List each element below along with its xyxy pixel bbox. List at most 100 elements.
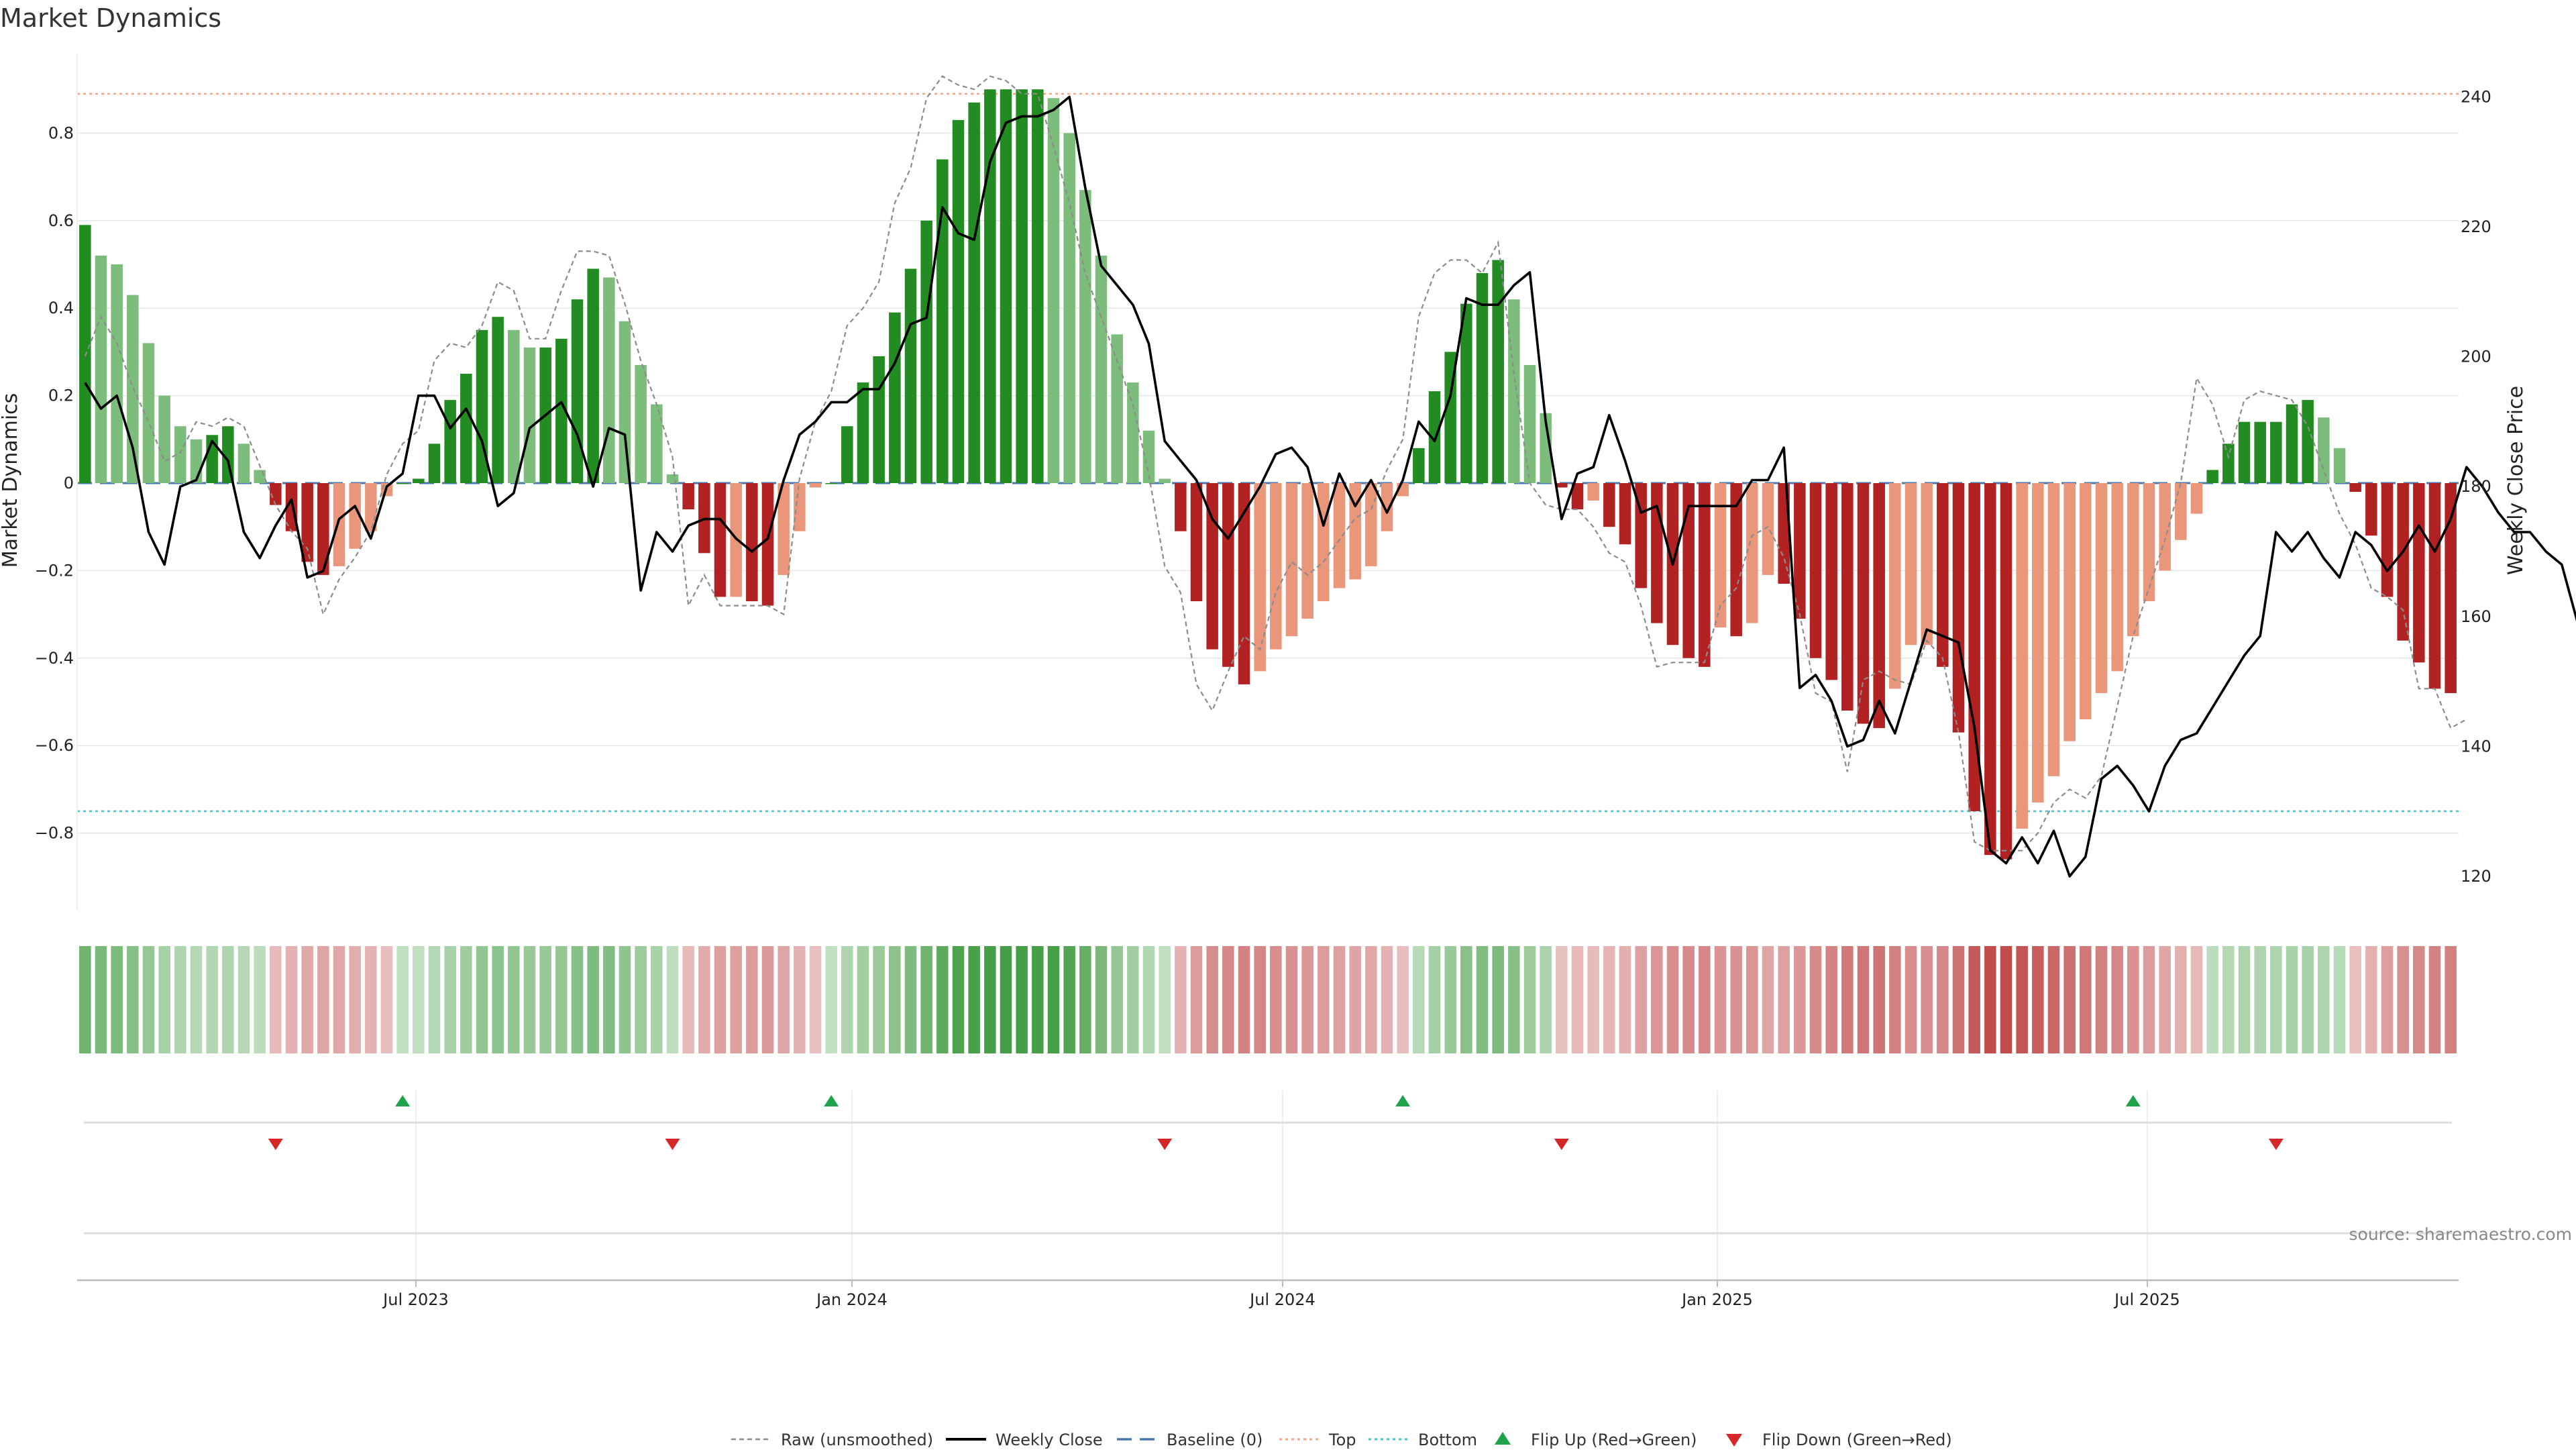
regime-cell-86 bbox=[1444, 946, 1456, 1053]
bar-71 bbox=[1206, 483, 1218, 650]
regime-cell-101 bbox=[1682, 946, 1695, 1053]
regime-cell-131 bbox=[2159, 946, 2171, 1053]
regime-cell-112 bbox=[1857, 946, 1870, 1053]
bar-137 bbox=[2254, 421, 2266, 483]
regime-cell-126 bbox=[2080, 946, 2092, 1053]
left-axis-title: Market Dynamics bbox=[0, 393, 22, 568]
bar-17 bbox=[349, 483, 361, 549]
regime-cell-75 bbox=[1270, 946, 1282, 1053]
bar-130 bbox=[2143, 483, 2155, 602]
regime-cell-48 bbox=[841, 946, 853, 1053]
regime-cell-120 bbox=[1984, 946, 1996, 1053]
bar-49 bbox=[857, 382, 869, 483]
bar-109 bbox=[1809, 483, 1822, 658]
bar-148 bbox=[2428, 483, 2441, 689]
bar-2 bbox=[111, 264, 123, 483]
bar-147 bbox=[2413, 483, 2425, 663]
bar-87 bbox=[1460, 303, 1472, 483]
regime-cell-15 bbox=[317, 946, 329, 1053]
right-tick-label-1: 220 bbox=[2461, 217, 2491, 236]
bar-106 bbox=[1762, 483, 1774, 575]
bar-43 bbox=[761, 483, 774, 606]
regime-cell-85 bbox=[1428, 946, 1441, 1053]
regime-cell-149 bbox=[2445, 946, 2457, 1053]
legend-flip-down-swatch bbox=[1726, 1434, 1742, 1447]
bar-134 bbox=[2206, 470, 2218, 483]
regime-cell-140 bbox=[2302, 946, 2314, 1053]
regime-cell-142 bbox=[2333, 946, 2346, 1053]
regime-cell-127 bbox=[2095, 946, 2108, 1053]
right-tick-label-4: 160 bbox=[2461, 607, 2491, 626]
regime-cell-84 bbox=[1413, 946, 1425, 1053]
regime-cell-8 bbox=[206, 946, 218, 1053]
bar-123 bbox=[2032, 483, 2044, 802]
bar-101 bbox=[1682, 483, 1695, 658]
regime-cell-4 bbox=[142, 946, 155, 1053]
regime-cell-78 bbox=[1318, 946, 1330, 1053]
regime-cell-23 bbox=[444, 946, 456, 1053]
regime-cell-32 bbox=[587, 946, 599, 1053]
regime-cell-91 bbox=[1523, 946, 1536, 1053]
legend-bottom-label: Bottom bbox=[1418, 1431, 1477, 1449]
bar-133 bbox=[2190, 483, 2203, 514]
bar-143 bbox=[2349, 483, 2361, 492]
regime-cell-53 bbox=[920, 946, 932, 1053]
left-tick-label-0: 0.8 bbox=[48, 123, 74, 142]
right-tick-label-3: 180 bbox=[2461, 477, 2491, 496]
bar-74 bbox=[1254, 483, 1266, 672]
regime-cell-26 bbox=[492, 946, 504, 1053]
regime-cell-74 bbox=[1254, 946, 1266, 1053]
flip-down-marker-0 bbox=[268, 1139, 283, 1150]
regime-cell-80 bbox=[1349, 946, 1361, 1053]
bar-89 bbox=[1492, 260, 1504, 483]
regime-cell-94 bbox=[1571, 946, 1584, 1053]
bar-69 bbox=[1175, 483, 1187, 531]
legend-close-label: Weekly Close bbox=[996, 1431, 1103, 1449]
regime-cell-129 bbox=[2127, 946, 2139, 1053]
regime-cell-10 bbox=[237, 946, 250, 1053]
regime-cell-110 bbox=[1825, 946, 1837, 1053]
flip-down-marker-1 bbox=[665, 1139, 680, 1150]
regime-cell-117 bbox=[1937, 946, 1949, 1053]
regime-cell-11 bbox=[254, 946, 266, 1053]
bar-58 bbox=[1000, 89, 1012, 483]
regime-cell-59 bbox=[1016, 946, 1028, 1053]
regime-cell-111 bbox=[1841, 946, 1854, 1053]
bar-92 bbox=[1540, 413, 1552, 483]
bar-84 bbox=[1413, 448, 1425, 483]
bar-135 bbox=[2222, 444, 2235, 483]
bar-125 bbox=[2063, 483, 2076, 741]
bar-62 bbox=[1063, 133, 1075, 483]
bar-46 bbox=[809, 483, 822, 488]
regime-cell-68 bbox=[1159, 946, 1171, 1053]
bar-66 bbox=[1127, 382, 1139, 483]
regime-cell-90 bbox=[1508, 946, 1520, 1053]
bar-97 bbox=[1619, 483, 1631, 545]
bar-114 bbox=[1889, 483, 1901, 689]
regime-cell-36 bbox=[651, 946, 663, 1053]
regime-cell-109 bbox=[1809, 946, 1822, 1053]
regime-cell-145 bbox=[2381, 946, 2394, 1053]
bar-105 bbox=[1746, 483, 1758, 623]
regime-cell-76 bbox=[1285, 946, 1298, 1053]
bar-126 bbox=[2080, 483, 2092, 720]
regime-cell-66 bbox=[1127, 946, 1139, 1053]
weekly-close-line bbox=[84, 95, 2576, 878]
left-tick-label-6: −0.4 bbox=[35, 649, 74, 668]
regime-cell-54 bbox=[936, 946, 949, 1053]
regime-cell-2 bbox=[111, 946, 123, 1053]
bar-0 bbox=[79, 225, 91, 483]
bar-124 bbox=[2047, 483, 2060, 776]
bar-113 bbox=[1873, 483, 1885, 729]
right-axis-title: Weekly Close Price bbox=[2504, 386, 2528, 575]
flip-up-marker-0 bbox=[395, 1095, 411, 1106]
bar-96 bbox=[1603, 483, 1615, 527]
regime-cell-77 bbox=[1301, 946, 1313, 1053]
regime-cell-132 bbox=[2175, 946, 2187, 1053]
regime-cell-143 bbox=[2349, 946, 2361, 1053]
bar-120 bbox=[1984, 483, 1996, 855]
right-tick-label-6: 120 bbox=[2461, 867, 2491, 886]
regime-cell-29 bbox=[539, 946, 551, 1053]
bar-73 bbox=[1238, 483, 1250, 684]
regime-cell-124 bbox=[2047, 946, 2060, 1053]
